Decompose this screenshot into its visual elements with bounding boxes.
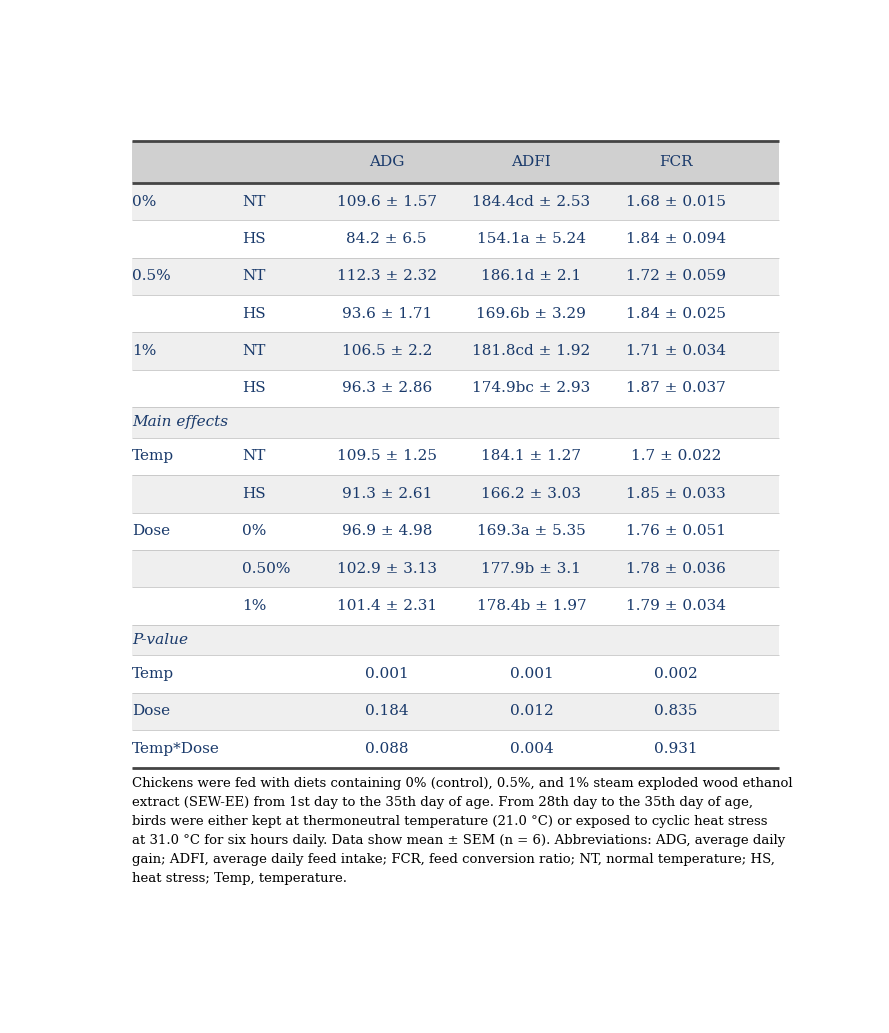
Text: 0.088: 0.088 <box>365 742 408 756</box>
Bar <box>132 183 780 220</box>
Text: ADG: ADG <box>369 155 404 169</box>
Text: 1.87 ± 0.037: 1.87 ± 0.037 <box>626 381 726 396</box>
Text: 177.9b ± 3.1: 177.9b ± 3.1 <box>482 562 581 575</box>
Text: HS: HS <box>242 307 266 320</box>
Bar <box>132 407 780 438</box>
Text: 154.1a ± 5.24: 154.1a ± 5.24 <box>477 231 586 246</box>
Text: 1.7 ± 0.022: 1.7 ± 0.022 <box>631 449 721 464</box>
Text: 102.9 ± 3.13: 102.9 ± 3.13 <box>337 562 436 575</box>
Bar <box>132 588 780 625</box>
Text: 1.72 ± 0.059: 1.72 ± 0.059 <box>626 270 726 283</box>
Text: HS: HS <box>242 487 266 501</box>
Text: 0.50%: 0.50% <box>242 562 291 575</box>
Text: 1.71 ± 0.034: 1.71 ± 0.034 <box>626 344 726 358</box>
Text: NT: NT <box>242 449 266 464</box>
Bar <box>132 550 780 588</box>
Text: 101.4 ± 2.31: 101.4 ± 2.31 <box>337 599 436 613</box>
Text: 0.5%: 0.5% <box>132 270 171 283</box>
Text: 91.3 ± 2.61: 91.3 ± 2.61 <box>341 487 432 501</box>
Text: 169.6b ± 3.29: 169.6b ± 3.29 <box>477 307 587 320</box>
Text: 181.8cd ± 1.92: 181.8cd ± 1.92 <box>472 344 590 358</box>
Text: 1.85 ± 0.033: 1.85 ± 0.033 <box>626 487 726 501</box>
Text: 0.184: 0.184 <box>364 705 409 718</box>
Bar <box>132 295 780 333</box>
Text: 84.2 ± 6.5: 84.2 ± 6.5 <box>347 231 427 246</box>
Text: 184.1 ± 1.27: 184.1 ± 1.27 <box>482 449 581 464</box>
Bar <box>132 625 780 655</box>
Bar <box>132 655 780 693</box>
Text: Dose: Dose <box>132 524 170 538</box>
Text: 166.2 ± 3.03: 166.2 ± 3.03 <box>482 487 581 501</box>
Text: 0%: 0% <box>132 194 156 209</box>
Text: 1%: 1% <box>242 599 267 613</box>
Text: HS: HS <box>242 231 266 246</box>
Text: 0.004: 0.004 <box>509 742 553 756</box>
Text: Chickens were fed with diets containing 0% (control), 0.5%, and 1% steam explode: Chickens were fed with diets containing … <box>132 777 792 885</box>
Text: Temp: Temp <box>132 667 174 681</box>
Text: NT: NT <box>242 270 266 283</box>
Text: Dose: Dose <box>132 705 170 718</box>
Bar <box>132 730 780 768</box>
Text: 1.78 ± 0.036: 1.78 ± 0.036 <box>626 562 726 575</box>
Text: P-value: P-value <box>132 633 188 647</box>
Text: 0.001: 0.001 <box>364 667 409 681</box>
Bar <box>132 257 780 295</box>
Text: 96.9 ± 4.98: 96.9 ± 4.98 <box>341 524 432 538</box>
Text: 1.76 ± 0.051: 1.76 ± 0.051 <box>626 524 726 538</box>
Text: Temp: Temp <box>132 449 174 464</box>
Text: 0.931: 0.931 <box>654 742 698 756</box>
Text: FCR: FCR <box>660 155 693 169</box>
Bar <box>132 693 780 730</box>
Text: 96.3 ± 2.86: 96.3 ± 2.86 <box>341 381 432 396</box>
Text: Main effects: Main effects <box>132 415 228 430</box>
Text: ADFI: ADFI <box>511 155 551 169</box>
Text: 169.3a ± 5.35: 169.3a ± 5.35 <box>477 524 586 538</box>
Text: 0.001: 0.001 <box>509 667 553 681</box>
Bar <box>132 438 780 475</box>
Text: 93.6 ± 1.71: 93.6 ± 1.71 <box>341 307 432 320</box>
Bar <box>132 333 780 370</box>
Bar <box>132 512 780 550</box>
Text: 109.6 ± 1.57: 109.6 ± 1.57 <box>337 194 436 209</box>
Bar <box>132 142 780 183</box>
Text: HS: HS <box>242 381 266 396</box>
Text: 1.84 ± 0.094: 1.84 ± 0.094 <box>626 231 726 246</box>
Text: 186.1d ± 2.1: 186.1d ± 2.1 <box>481 270 581 283</box>
Text: 174.9bc ± 2.93: 174.9bc ± 2.93 <box>472 381 590 396</box>
Text: 184.4cd ± 2.53: 184.4cd ± 2.53 <box>472 194 590 209</box>
Text: NT: NT <box>242 344 266 358</box>
Bar <box>132 370 780 407</box>
Text: Temp*Dose: Temp*Dose <box>132 742 220 756</box>
Text: 106.5 ± 2.2: 106.5 ± 2.2 <box>341 344 432 358</box>
Text: NT: NT <box>242 194 266 209</box>
Bar <box>132 220 780 257</box>
Text: 178.4b ± 1.97: 178.4b ± 1.97 <box>477 599 586 613</box>
Text: 0.002: 0.002 <box>654 667 698 681</box>
Text: 0%: 0% <box>242 524 267 538</box>
Text: 1.79 ± 0.034: 1.79 ± 0.034 <box>626 599 726 613</box>
Text: 0.012: 0.012 <box>509 705 553 718</box>
Text: 1.68 ± 0.015: 1.68 ± 0.015 <box>626 194 726 209</box>
Bar <box>132 475 780 512</box>
Text: 0.835: 0.835 <box>654 705 698 718</box>
Text: 1%: 1% <box>132 344 156 358</box>
Text: 1.84 ± 0.025: 1.84 ± 0.025 <box>626 307 726 320</box>
Text: 112.3 ± 2.32: 112.3 ± 2.32 <box>337 270 436 283</box>
Text: 109.5 ± 1.25: 109.5 ± 1.25 <box>337 449 436 464</box>
